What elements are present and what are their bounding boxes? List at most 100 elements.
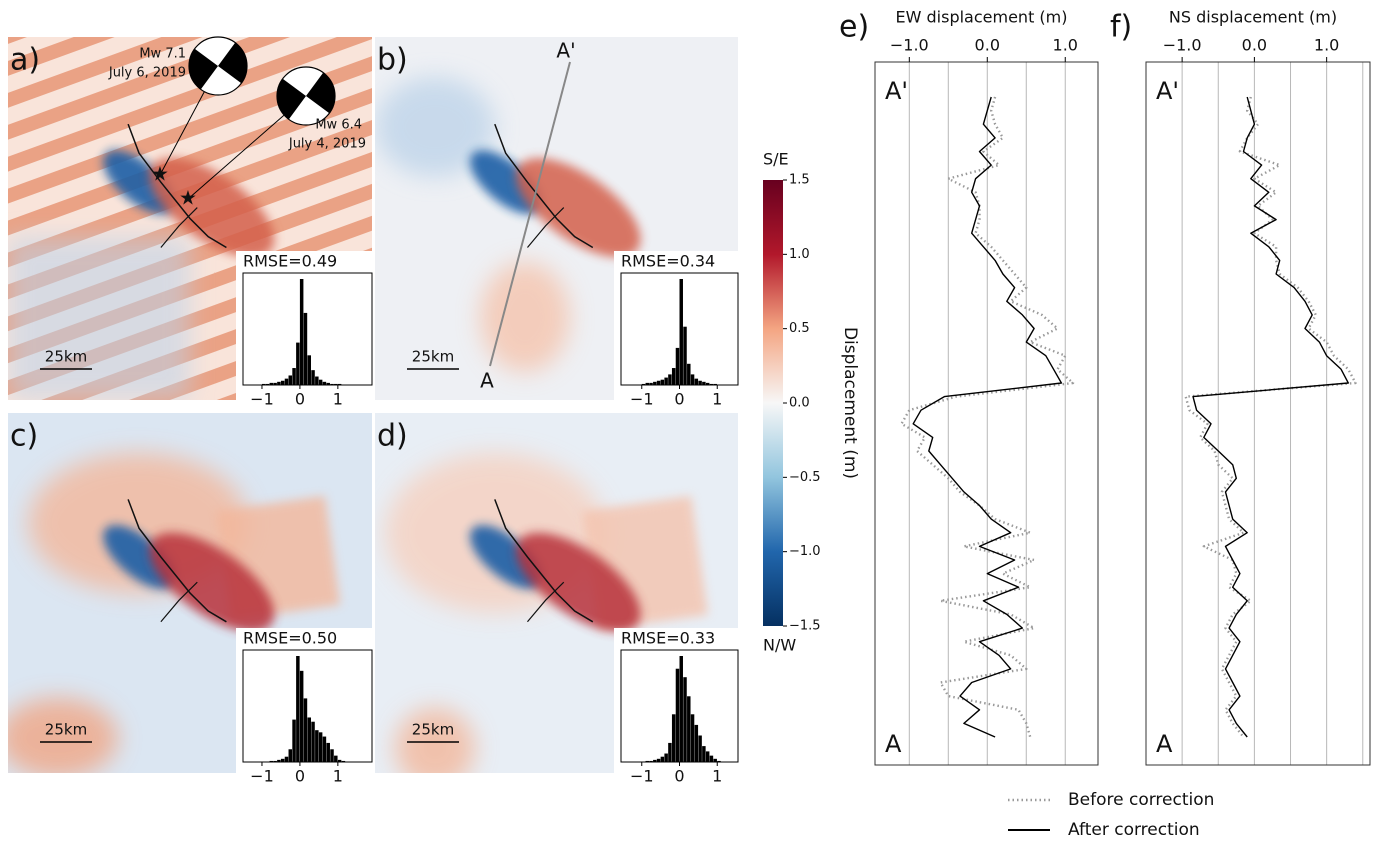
histogram-bar [694, 378, 699, 385]
x-tick-label: −1 [250, 390, 274, 409]
histogram-bar [318, 732, 323, 762]
annotation: Mw 6.4 [315, 118, 362, 133]
histogram-bar [702, 381, 706, 385]
histogram-bar [641, 383, 646, 385]
profile-bottom-label: A [885, 730, 902, 758]
histogram-bar [709, 755, 714, 762]
histogram-bar [668, 374, 672, 385]
x-tick-label: 0 [295, 767, 305, 786]
histogram-bar [705, 382, 710, 385]
negative-lobe [469, 525, 542, 589]
axis-title: EW displacement (m) [896, 8, 1068, 27]
negative-lobe [469, 150, 542, 215]
colorbar [763, 180, 783, 626]
y-tick-label: 0.0 [789, 396, 810, 411]
histogram-bar [326, 382, 330, 385]
histogram-bar [292, 368, 296, 385]
histogram-bar [311, 370, 315, 385]
legend-label: After correction [1068, 820, 1200, 840]
histogram-bar [668, 742, 672, 762]
histogram-bar [341, 760, 346, 762]
histogram-bar [683, 677, 687, 762]
histogram-bar [679, 279, 683, 385]
histogram-bar [337, 759, 342, 762]
map-tint [395, 708, 475, 773]
histogram-bar [649, 382, 653, 385]
histogram-bar [269, 760, 274, 762]
rmse-label: RMSE=0.34 [621, 252, 715, 271]
x-tick-label: 0.0 [975, 36, 1000, 55]
histogram-bar [645, 760, 650, 762]
epicenter-star: ★ [151, 162, 169, 186]
histogram-bar [330, 749, 334, 762]
x-tick-label: −1 [250, 767, 274, 786]
x-tick-label: 0.0 [1242, 36, 1267, 55]
histogram-bar [280, 380, 285, 385]
negative-lobe [103, 525, 175, 589]
histogram-bar [664, 377, 668, 385]
axis-title: NS displacement (m) [1169, 8, 1337, 27]
colorbar-bottom-label: N/W [763, 636, 796, 655]
histogram-bar [277, 381, 281, 385]
histogram-bar [322, 381, 327, 385]
fault-trace [160, 581, 198, 623]
rmse-label: RMSE=0.33 [621, 629, 715, 648]
histogram-bar [315, 376, 319, 385]
panel-label: a) [10, 43, 40, 78]
histogram-bar [330, 383, 334, 385]
histogram-bar [299, 670, 304, 762]
histogram-bar [307, 717, 311, 762]
colorbar-axis-label: Displacement (m) [840, 327, 860, 479]
y-tick-label: 1.0 [789, 247, 810, 262]
panel-label: f) [1110, 10, 1132, 45]
histogram-bar [675, 668, 680, 762]
profile-line [489, 61, 571, 367]
fault-trace [160, 207, 198, 248]
histogram-bar [690, 714, 695, 762]
histogram-bar [269, 382, 274, 385]
plot-frame [1145, 61, 1371, 766]
x-tick-label: −1 [630, 767, 654, 786]
y-tick-label: −1.0 [789, 544, 821, 559]
histogram-bar [292, 719, 296, 762]
histogram-bar [265, 383, 270, 385]
colorbar-top-label: S/E [763, 150, 789, 169]
rmse-label: RMSE=0.49 [243, 252, 337, 271]
histogram-bar [675, 347, 680, 385]
histogram-bar [288, 375, 293, 385]
histogram-bar [702, 746, 706, 762]
histogram-bar [645, 382, 650, 385]
histogram-bar [690, 374, 695, 385]
histogram-bar [261, 383, 266, 385]
rmse-label: RMSE=0.50 [243, 629, 337, 648]
positive-lobe [515, 532, 641, 632]
fault-trace [127, 499, 227, 623]
x-tick-label: −1.0 [890, 36, 929, 55]
scale-label: 25km [412, 721, 454, 739]
histogram-bar [303, 312, 308, 385]
fault-trace [127, 123, 227, 249]
profile-end-label: A' [556, 39, 575, 63]
histogram-bar [334, 383, 338, 385]
histogram-bar [296, 656, 300, 762]
histogram-bar [318, 379, 323, 385]
y-tick-label: −1.5 [789, 619, 821, 634]
focal-quadrant [276, 78, 306, 120]
histogram-bar [307, 355, 311, 385]
panel-label: e) [839, 10, 869, 45]
profile-end-label: A [480, 369, 494, 393]
panel-label: d) [377, 419, 408, 454]
map-tint [8, 698, 118, 773]
histogram-bar [694, 724, 699, 762]
annotation: July 4, 2019 [288, 137, 366, 152]
panel-label: c) [10, 419, 38, 454]
map-image [8, 413, 372, 773]
histogram-bar [653, 381, 657, 385]
histogram-bar [296, 342, 300, 385]
histogram-bar [656, 380, 661, 385]
histogram-bar [687, 363, 691, 385]
panel-label: b) [377, 43, 408, 78]
x-tick-label: 1 [712, 767, 722, 786]
